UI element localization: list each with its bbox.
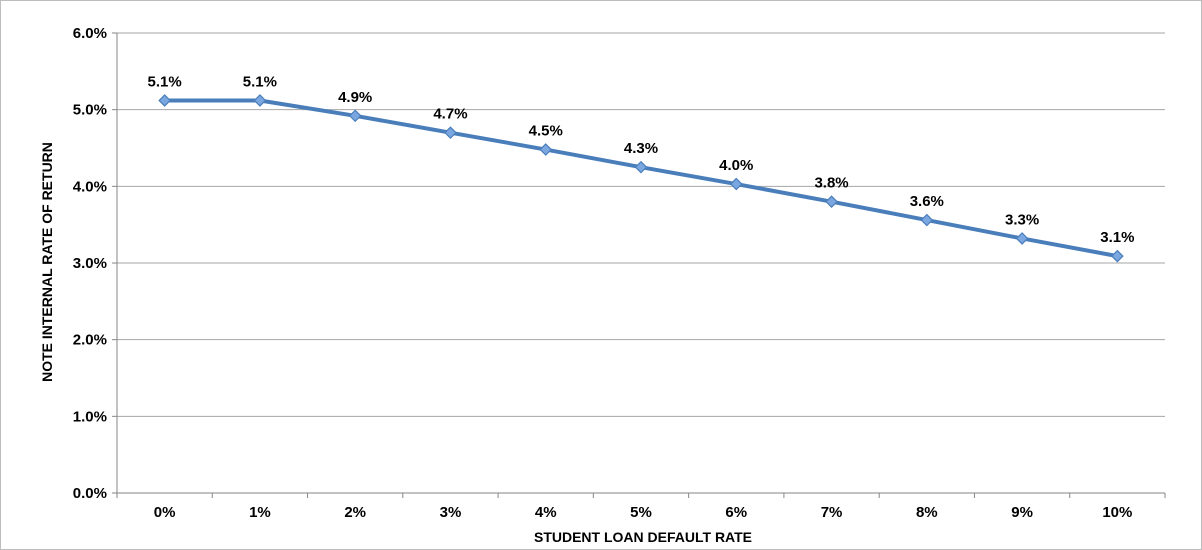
x-tick-label: 5% <box>630 504 652 521</box>
x-tick-label: 1% <box>249 504 271 521</box>
x-tick-label: 10% <box>1102 504 1132 521</box>
x-tick-labels: 0% 1% 2% 3% 4% 5% 6% 7% 8% 9% 10% <box>154 504 1133 521</box>
data-label: 5.1% <box>148 73 182 90</box>
series-line-path <box>162 98 1120 259</box>
x-tick-label: 3% <box>440 504 462 521</box>
data-labels: 5.1% 5.1% 4.9% 4.7% 4.5% 4.3% 4.0% 3.8% 3.6% 3.3%… <box>148 73 1135 246</box>
x-tick-label: 9% <box>1011 504 1033 521</box>
gridlines <box>117 32 1165 417</box>
data-point-marker <box>634 160 648 174</box>
y-axis-title: NOTE INTERNAL RATE OF RETURN <box>39 142 55 382</box>
x-tick-label: 0% <box>154 504 176 521</box>
x-tick-label: 6% <box>725 504 747 521</box>
data-markers <box>158 94 1124 263</box>
data-label: 5.1% <box>243 73 277 90</box>
x-tick-label: 7% <box>821 504 843 521</box>
data-point-marker <box>1111 249 1124 263</box>
data-label: 3.1% <box>1100 229 1134 246</box>
data-point-marker <box>1015 232 1029 245</box>
axes <box>112 32 1166 498</box>
x-tick-label: 4% <box>535 504 557 521</box>
y-tick-label: 4.0% <box>73 178 107 195</box>
data-point-marker <box>158 94 171 107</box>
data-point-marker <box>348 109 362 123</box>
y-tick-label: 1.0% <box>73 408 107 425</box>
data-label: 3.8% <box>814 175 848 192</box>
data-point-marker <box>444 126 457 140</box>
series-line <box>162 98 1120 259</box>
y-tick-label: 2.0% <box>73 332 107 349</box>
data-point-marker <box>539 143 553 156</box>
data-point-marker <box>825 195 838 209</box>
y-tick-label: 0.0% <box>73 485 107 502</box>
x-axis-title: STUDENT LOAN DEFAULT RATE <box>534 529 752 545</box>
y-tick-label: 6.0% <box>73 25 107 42</box>
x-tick-label: 8% <box>916 504 938 521</box>
data-label: 4.9% <box>338 89 372 106</box>
data-point-marker <box>920 213 934 227</box>
data-label: 4.7% <box>433 106 467 123</box>
data-label: 3.6% <box>910 193 944 210</box>
data-label: 4.5% <box>529 123 563 140</box>
data-point-marker <box>729 177 743 191</box>
y-tick-label: 5.0% <box>73 102 107 119</box>
data-label: 3.3% <box>1005 211 1039 228</box>
data-label: 4.3% <box>624 140 658 157</box>
y-tick-labels: 0.0% 1.0% 2.0% 3.0% 4.0% 5.0% 6.0% <box>73 25 107 502</box>
data-point-marker <box>253 94 267 107</box>
y-tick-label: 3.0% <box>73 255 107 272</box>
data-label: 4.0% <box>719 157 753 174</box>
x-tick-label: 2% <box>344 504 366 521</box>
